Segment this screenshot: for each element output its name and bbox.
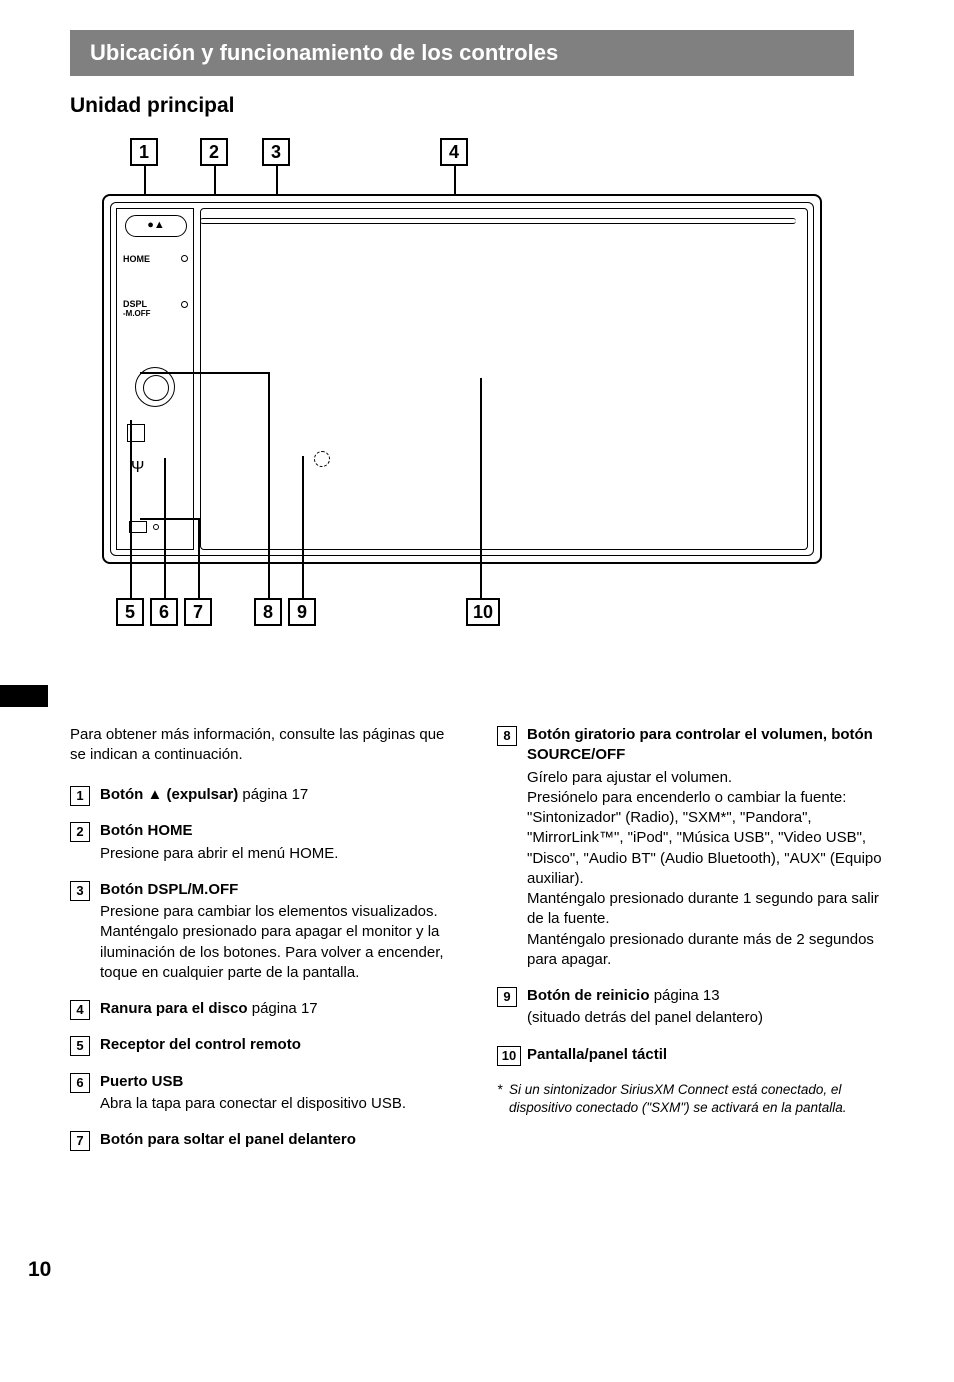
callout-6: 6 — [150, 598, 178, 626]
home-dot — [181, 255, 188, 262]
item-7: 7 Botón para soltar el panel delantero — [70, 1130, 457, 1150]
left-column: 1 Botón ▲ (expulsar) página 17 2 Botón H… — [70, 785, 457, 1150]
eject-button: ●▲ — [125, 215, 187, 237]
unit-frame: ●▲ HOME DSPL -M.OFF Ψ — [102, 194, 822, 564]
callout-1: 1 — [130, 138, 158, 166]
description-columns: 1 Botón ▲ (expulsar) página 17 2 Botón H… — [70, 785, 884, 1150]
callout-5: 5 — [116, 598, 144, 626]
callout-3: 3 — [262, 138, 290, 166]
item-2: 2 Botón HOME Presione para abrir el menú… — [70, 821, 457, 864]
item-1: 1 Botón ▲ (expulsar) página 17 — [70, 785, 457, 805]
callout-10: 10 — [466, 598, 500, 626]
item-6: 6 Puerto USB Abra la tapa para conectar … — [70, 1072, 457, 1115]
item-10: 10 Pantalla/panel táctil — [497, 1045, 884, 1065]
item-5: 5 Receptor del control remoto — [70, 1035, 457, 1055]
item-8: 8 Botón giratorio para controlar el volu… — [497, 725, 884, 970]
callout-4: 4 — [440, 138, 468, 166]
unit-diagram: 1 2 3 4 ●▲ HOME DSPL -M.OFF Ψ — [70, 138, 850, 628]
item-3: 3 Botón DSPL/M.OFF Presione para cambiar… — [70, 880, 457, 983]
item-4: 4 Ranura para el disco página 17 — [70, 999, 457, 1019]
home-label: HOME — [123, 254, 150, 264]
release-dot — [153, 524, 159, 530]
callout-2: 2 — [200, 138, 228, 166]
dspl-label: DSPL — [123, 299, 147, 309]
touch-screen — [200, 208, 808, 550]
section-subtitle: Unidad principal — [70, 94, 954, 118]
callout-7: 7 — [184, 598, 212, 626]
disc-slot — [200, 218, 796, 224]
callout-9: 9 — [288, 598, 316, 626]
callout-8: 8 — [254, 598, 282, 626]
moff-label: -M.OFF — [123, 309, 151, 318]
intro-text: Para obtener más información, consulte l… — [70, 725, 450, 766]
reset-mark — [314, 451, 330, 467]
page-number: 10 — [28, 1258, 51, 1282]
side-tab — [0, 685, 48, 707]
right-column: 8 Botón giratorio para controlar el volu… — [497, 725, 884, 1150]
section-header: Ubicación y funcionamiento de los contro… — [70, 30, 854, 76]
dspl-dot — [181, 301, 188, 308]
left-control-panel: ●▲ HOME DSPL -M.OFF Ψ — [116, 208, 194, 550]
footnote: Si un sintonizador SiriusXM Connect está… — [497, 1081, 884, 1117]
usb-icon: Ψ — [131, 459, 144, 477]
item-9: 9 Botón de reinicio página 13 (situado d… — [497, 986, 884, 1029]
